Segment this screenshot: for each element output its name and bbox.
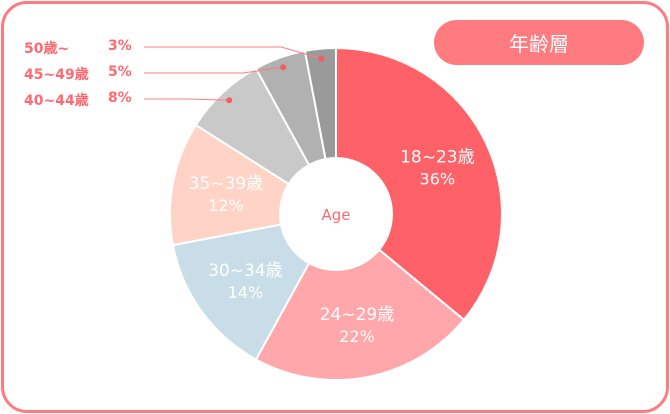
legend-label: 50歳~ <box>24 41 70 57</box>
slice-1 <box>254 212 466 381</box>
slice-value-label: 36% <box>420 169 456 188</box>
leader-dot <box>226 97 233 104</box>
slice-value-label: 12% <box>208 196 244 215</box>
slice-label: 30~34歳 <box>208 261 283 281</box>
center-label: Age <box>321 206 350 224</box>
legend-label: 45~49歳 <box>24 67 89 83</box>
slice-label: 24~29歳 <box>320 305 395 325</box>
donut-hole <box>279 157 393 271</box>
legend-label: 40~44歳 <box>24 93 89 109</box>
leader-dot <box>280 64 287 71</box>
leader-line <box>144 46 322 60</box>
legend-value: 8% <box>108 90 132 106</box>
slice-0 <box>335 46 503 322</box>
slice-value-label: 22% <box>339 327 375 346</box>
title-badge: 年齢層 <box>434 20 644 65</box>
slice-label: 35~39歳 <box>189 174 264 194</box>
leader-dot <box>318 55 325 62</box>
leader-line <box>144 98 230 101</box>
legend-value: 5% <box>108 64 132 80</box>
slice-label: 18~23歳 <box>400 147 475 167</box>
slice-value-label: 14% <box>228 283 264 302</box>
leader-line <box>144 66 284 74</box>
legend-value: 3% <box>108 38 132 54</box>
